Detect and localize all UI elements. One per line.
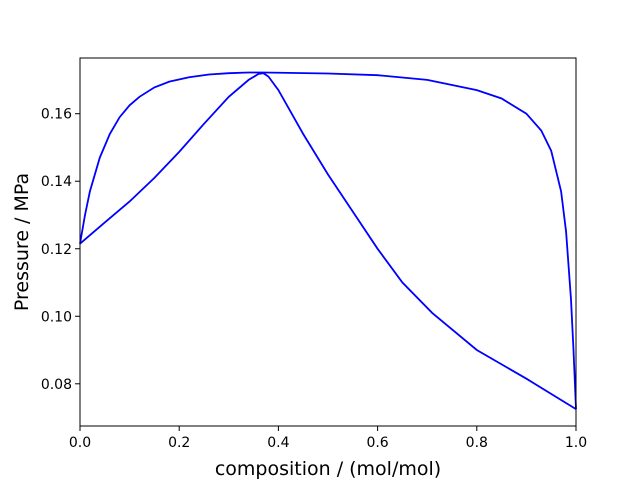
series-line-1 <box>79 71 577 410</box>
plot-frame <box>79 57 577 427</box>
y-tick-label: 0.12 <box>41 242 72 258</box>
x-tick-label: 0.6 <box>366 435 388 451</box>
y-tick-label: 0.16 <box>41 107 72 123</box>
x-tick-label: 0.4 <box>267 435 289 451</box>
y-tick-label: 0.14 <box>41 174 72 190</box>
axis-ticks: 0.0 0.2 0.4 0.6 0.8 1.0 0.08 0.10 0.12 0.14 0.16 <box>41 107 587 451</box>
y-axis-label: Pressure / MPa <box>11 173 33 311</box>
y-tick-label: 0.08 <box>41 377 72 393</box>
x-tick-label: 1.0 <box>565 435 587 451</box>
y-tick-label: 0.10 <box>41 309 72 325</box>
series-line-2 <box>79 72 577 410</box>
x-tick-label: 0.0 <box>69 435 91 451</box>
plot-lines <box>79 71 577 410</box>
x-axis-label: composition / (mol/mol) <box>215 458 441 480</box>
x-tick-label: 0.8 <box>466 435 488 451</box>
x-tick-label: 0.2 <box>168 435 190 451</box>
